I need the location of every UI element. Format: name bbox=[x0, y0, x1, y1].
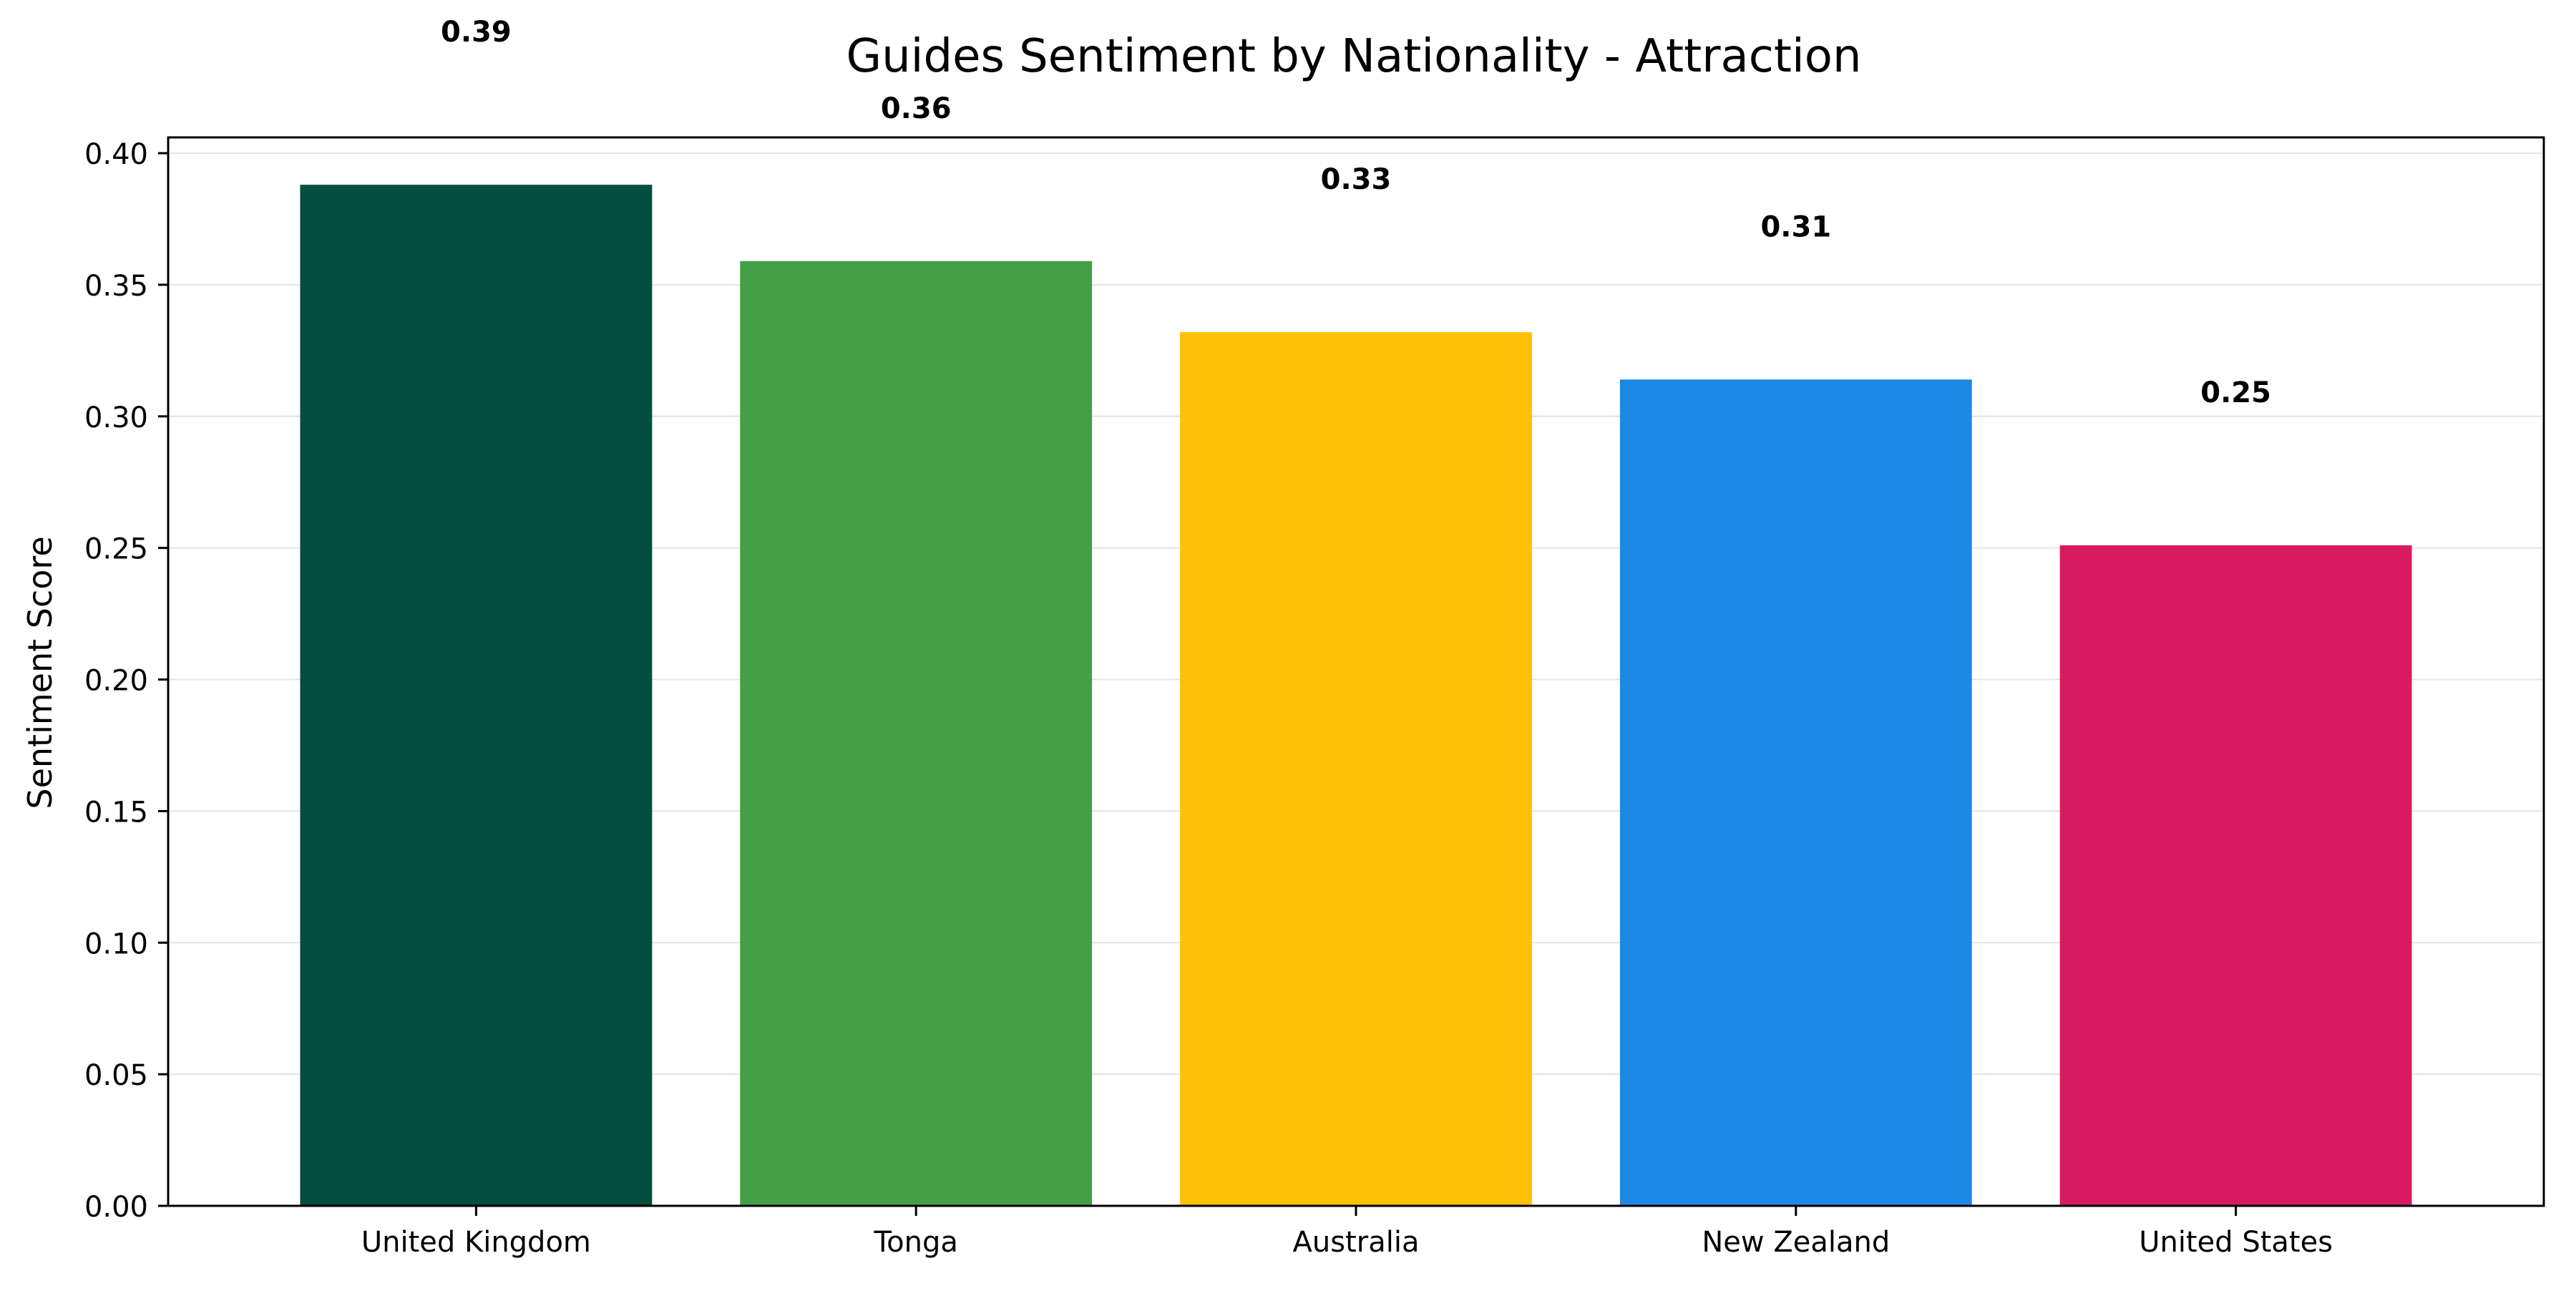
y-tick-label: 0.15 bbox=[84, 796, 148, 829]
bar bbox=[740, 260, 1093, 1206]
y-tick-label: 0.35 bbox=[84, 270, 148, 303]
y-tick-label: 0.40 bbox=[84, 138, 148, 171]
y-axis-label: Sentiment Score bbox=[21, 536, 59, 809]
y-tick-label: 0.10 bbox=[84, 927, 148, 960]
x-tick-label: United Kingdom bbox=[361, 1226, 591, 1259]
y-tick-label: 0.05 bbox=[84, 1059, 148, 1092]
bars bbox=[300, 185, 2412, 1207]
bar-value-label: 0.36 bbox=[881, 92, 952, 125]
bar-value-label: 0.31 bbox=[1760, 210, 1831, 243]
x-tick-label: Tonga bbox=[873, 1226, 957, 1259]
bar-value-label: 0.25 bbox=[2200, 376, 2271, 409]
y-tick-label: 0.25 bbox=[84, 533, 148, 566]
bar-value-label: 0.39 bbox=[441, 16, 512, 49]
y-tick-label: 0.30 bbox=[84, 401, 148, 434]
x-tick-label: Australia bbox=[1293, 1226, 1420, 1259]
bar bbox=[1180, 332, 1532, 1206]
bar-value-label: 0.33 bbox=[1321, 163, 1392, 196]
chart-title: Guides Sentiment by Nationality - Attrac… bbox=[847, 30, 1862, 83]
y-tick-label: 0.20 bbox=[84, 665, 148, 698]
bar bbox=[2059, 545, 2412, 1206]
x-tick-label: United States bbox=[2139, 1226, 2333, 1259]
axes: 0.00 0.05 0.10 0.15 0.20 0.25 0.30 0.35 0.40 Unit… bbox=[84, 136, 2545, 1259]
y-tick-label: 0.00 bbox=[84, 1191, 148, 1224]
x-tick-label: New Zealand bbox=[1702, 1226, 1890, 1259]
bar bbox=[1619, 379, 1972, 1207]
data-labels: 0.39 0.36 0.33 0.31 0.25 bbox=[441, 16, 2271, 409]
bar bbox=[300, 185, 653, 1206]
